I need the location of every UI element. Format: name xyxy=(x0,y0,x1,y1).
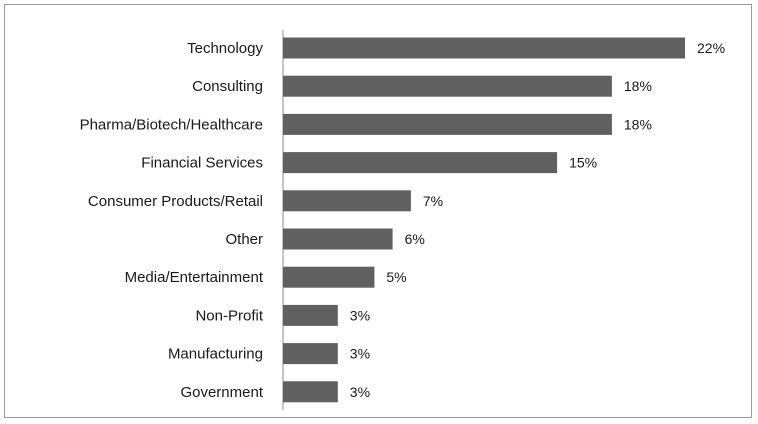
bars-group xyxy=(283,37,685,403)
category-label: Government xyxy=(180,384,263,401)
category-label: Financial Services xyxy=(141,155,263,172)
value-label: 18% xyxy=(624,78,652,94)
category-label: Other xyxy=(225,231,263,248)
category-label: Pharma/Biotech/Healthcare xyxy=(80,116,263,133)
bar-manufacturing xyxy=(283,343,338,365)
category-label: Consulting xyxy=(192,78,263,95)
bar-financial-services xyxy=(283,152,558,174)
value-label: 7% xyxy=(423,193,443,209)
bar-media-entertainment xyxy=(283,266,375,288)
bar-other xyxy=(283,228,393,250)
value-label: 3% xyxy=(350,384,370,400)
category-label: Manufacturing xyxy=(168,346,263,363)
value-label: 15% xyxy=(569,155,597,171)
bar-consulting xyxy=(283,75,612,97)
bar-consumer-products-retail xyxy=(283,190,411,212)
value-label: 5% xyxy=(386,269,406,285)
bar-pharma-biotech-healthcare xyxy=(283,113,612,135)
value-label: 6% xyxy=(405,231,425,247)
category-label: Technology xyxy=(187,40,263,57)
bar-technology xyxy=(283,37,685,59)
value-labels-group: 22% 18% 18% 15% 7% 6% 5% 3% 3% 3% xyxy=(350,40,725,400)
category-label: Non-Profit xyxy=(195,307,263,324)
value-label: 22% xyxy=(697,40,725,56)
value-label: 3% xyxy=(350,346,370,362)
category-label: Media/Entertainment xyxy=(125,269,264,286)
category-labels-group: Technology Consulting Pharma/Biotech/Healt… xyxy=(80,40,264,401)
category-label: Consumer Products/Retail xyxy=(88,193,263,210)
value-label: 3% xyxy=(350,307,370,323)
bar-non-profit xyxy=(283,304,338,326)
bar-government xyxy=(283,381,338,403)
value-label: 18% xyxy=(624,116,652,132)
